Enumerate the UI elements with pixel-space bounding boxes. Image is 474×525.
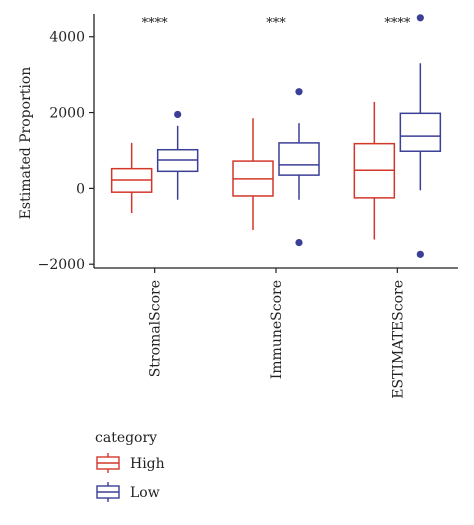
legend-label: Low — [130, 485, 160, 501]
significance-label: *** — [266, 16, 286, 31]
box-low-stromalscore — [156, 110, 199, 200]
plot-area — [110, 14, 442, 258]
y-tick-label: 0 — [76, 181, 85, 197]
y-tick-label: −2000 — [38, 257, 85, 273]
legend: category High Low — [95, 430, 165, 502]
outlier-point — [295, 88, 303, 96]
box-high-stromalscore — [110, 142, 153, 214]
box-iqr — [278, 142, 320, 176]
outlier-point — [174, 110, 182, 119]
y-axis-title: Estimated Proportion — [18, 67, 34, 220]
significance-label: **** — [384, 16, 411, 31]
legend-key-high — [96, 453, 120, 473]
box-low-estimatescore — [399, 14, 442, 258]
legend-key-low — [96, 482, 120, 502]
outlier-point — [295, 239, 303, 247]
x-category-label: StromalScore — [148, 280, 164, 377]
box-high-immunescore — [232, 118, 274, 231]
box-low-immunescore — [278, 88, 320, 247]
legend-label: High — [130, 456, 165, 472]
outlier-point — [416, 14, 424, 22]
outlier-point — [416, 250, 424, 258]
x-category-label: ESTIMATEScore — [390, 280, 406, 399]
significance-label: **** — [142, 16, 169, 31]
box-high-estimatescore — [353, 101, 396, 240]
x-category-label: ImmuneScore — [269, 280, 285, 379]
axes: −2000 0 2000 4000 Estimated Proportion Stroma… — [18, 14, 458, 399]
y-tick-label: 4000 — [49, 30, 85, 46]
y-tick-label: 2000 — [49, 106, 85, 122]
legend-title: category — [95, 430, 157, 446]
box-iqr — [399, 112, 442, 152]
